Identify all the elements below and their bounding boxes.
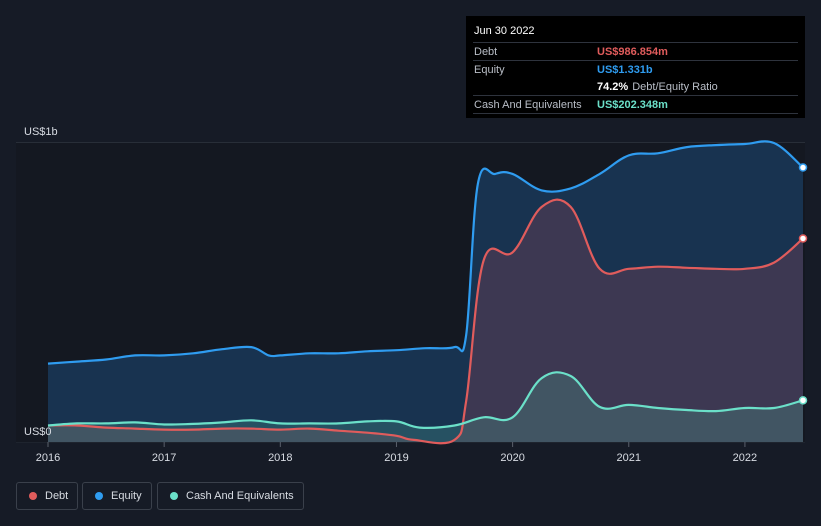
x-tick-label: 2018 [268, 452, 292, 464]
tooltip-value-ratio: 74.2% [597, 80, 629, 93]
area-equity [48, 141, 803, 442]
tooltip-value-cash: US$202.348m [597, 98, 668, 111]
legend-label-debt: Debt [45, 490, 69, 502]
x-tick-label: 2019 [384, 452, 408, 464]
tooltip-value-debt: US$986.854m [597, 45, 668, 58]
gridlines [16, 142, 805, 443]
tooltip-label-equity: Equity [474, 63, 505, 76]
tooltip-value-equity: US$1.331b [597, 63, 653, 76]
line-debt [47, 198, 804, 445]
legend-item-cash[interactable]: Cash And Equivalents [157, 482, 304, 510]
line-cash-and-equivalents [47, 371, 804, 429]
line-equity [47, 140, 804, 365]
legend-dot-debt [29, 492, 37, 500]
area-cash-and-equivalents [48, 372, 803, 442]
x-tick-label: 2021 [617, 452, 641, 464]
legend-label-cash: Cash And Equivalents [186, 490, 294, 502]
x-tick-label: 2022 [733, 452, 757, 464]
tooltip-date: Jun 30 2022 [474, 25, 535, 37]
tooltip-label-debt: Debt [474, 45, 498, 58]
y-axis-label-bottom: US$0 [24, 426, 52, 438]
legend-item-equity[interactable]: Equity [82, 482, 152, 510]
tooltip-row-cash: Cash And Equivalents US$202.348m [473, 95, 798, 114]
x-tick-label: 2017 [152, 452, 176, 464]
end-marker-debt[interactable] [798, 234, 808, 243]
end-marker-equity[interactable] [798, 163, 808, 172]
x-axis-ticks: 2016 2017 2018 2019 2020 2021 2022 [36, 442, 757, 464]
area-debt [48, 199, 803, 444]
tooltip-ratio-caption: Debt/Equity Ratio [632, 80, 718, 93]
series-lines [47, 140, 804, 445]
x-tick-label: 2020 [500, 452, 524, 464]
series-end-markers [798, 163, 808, 405]
legend-dot-equity [95, 492, 103, 500]
legend-dot-cash [170, 492, 178, 500]
plot-background [16, 143, 805, 442]
y-axis-label-top: US$1b [24, 126, 58, 138]
tooltip-row-equity: Equity US$1.331b [473, 60, 798, 78]
tooltip-panel: Jun 30 2022 Debt US$986.854m Equity US$1… [466, 16, 805, 118]
tooltip-row-debt: Debt US$986.854m [473, 42, 798, 60]
tooltip-row-ratio: 74.2% Debt/Equity Ratio [473, 78, 798, 95]
series-areas [48, 141, 803, 444]
legend-label-equity: Equity [111, 490, 142, 502]
tooltip-label-cash: Cash And Equivalents [474, 98, 582, 111]
x-tick-label: 2016 [36, 452, 60, 464]
end-marker-cash-and-equivalents[interactable] [798, 396, 808, 405]
legend-item-debt[interactable]: Debt [16, 482, 78, 510]
